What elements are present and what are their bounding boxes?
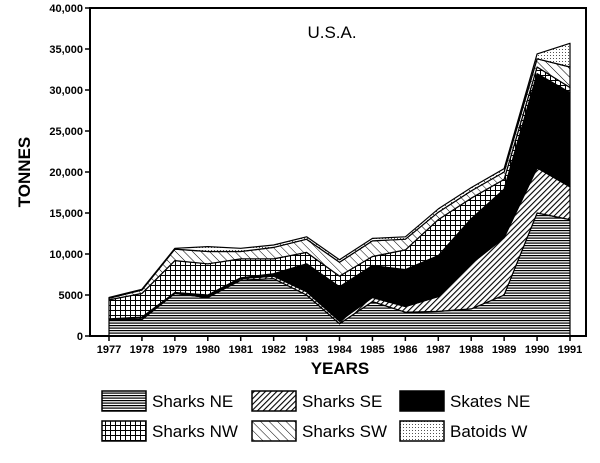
legend-label: Sharks SW <box>302 422 387 441</box>
y-tick-label: 35,000 <box>49 44 83 56</box>
x-axis: 1977 1978 1979 1980 1981 1982 1983 1984 1985 1986… <box>97 336 582 356</box>
legend-swatch-sharks-ne <box>101 390 147 412</box>
legend: Sharks NE Sharks SE Skates NE Sharks NW Shar… <box>101 390 530 442</box>
legend-label: Batoids W <box>450 422 527 441</box>
legend-swatch-batoids-w <box>399 420 445 442</box>
x-tick-label: 1980 <box>196 344 220 356</box>
legend-swatch-skates-ne <box>399 390 445 412</box>
x-tick-label: 1987 <box>426 344 450 356</box>
legend-swatch-sharks-se <box>251 390 297 412</box>
y-tick-label: 40,000 <box>49 3 83 15</box>
y-tick-label: 0 <box>77 331 83 343</box>
legend-swatch-sharks-nw <box>101 420 147 442</box>
y-axis-title: TONNES <box>15 137 34 208</box>
x-tick-label: 1985 <box>360 344 384 356</box>
x-tick-label: 1978 <box>130 344 154 356</box>
x-tick-label: 1984 <box>327 344 352 356</box>
x-tick-label: 1977 <box>97 344 121 356</box>
y-tick-label: 25,000 <box>49 126 83 138</box>
x-tick-label: 1986 <box>393 344 417 356</box>
y-tick-label: 20,000 <box>49 167 83 179</box>
area-series-layer <box>108 42 571 337</box>
x-tick-label: 1982 <box>261 344 285 356</box>
y-tick-label: 5000 <box>59 290 83 302</box>
legend-label: Sharks NW <box>152 422 238 441</box>
legend-swatch-sharks-sw <box>251 420 297 442</box>
y-axis: 0 5000 10,000 15,000 20,000 25,000 30,000 35,00… <box>49 3 90 343</box>
chart-title: U.S.A. <box>307 23 356 42</box>
x-tick-label: 1979 <box>163 344 187 356</box>
area-series-batoids-w <box>108 42 571 299</box>
x-axis-title: YEARS <box>311 359 370 378</box>
x-tick-label: 1981 <box>228 344 252 356</box>
x-tick-label: 1983 <box>294 344 318 356</box>
x-tick-label: 1988 <box>459 344 483 356</box>
legend-label: Sharks NE <box>152 392 233 411</box>
y-tick-label: 10,000 <box>49 249 83 261</box>
x-tick-label: 1989 <box>492 344 516 356</box>
y-tick-label: 30,000 <box>49 85 83 97</box>
y-tick-label: 15,000 <box>49 208 83 220</box>
x-tick-label: 1990 <box>525 344 549 356</box>
legend-label: Sharks SE <box>302 392 382 411</box>
x-tick-label: 1991 <box>558 344 582 356</box>
legend-label: Skates NE <box>450 392 530 411</box>
